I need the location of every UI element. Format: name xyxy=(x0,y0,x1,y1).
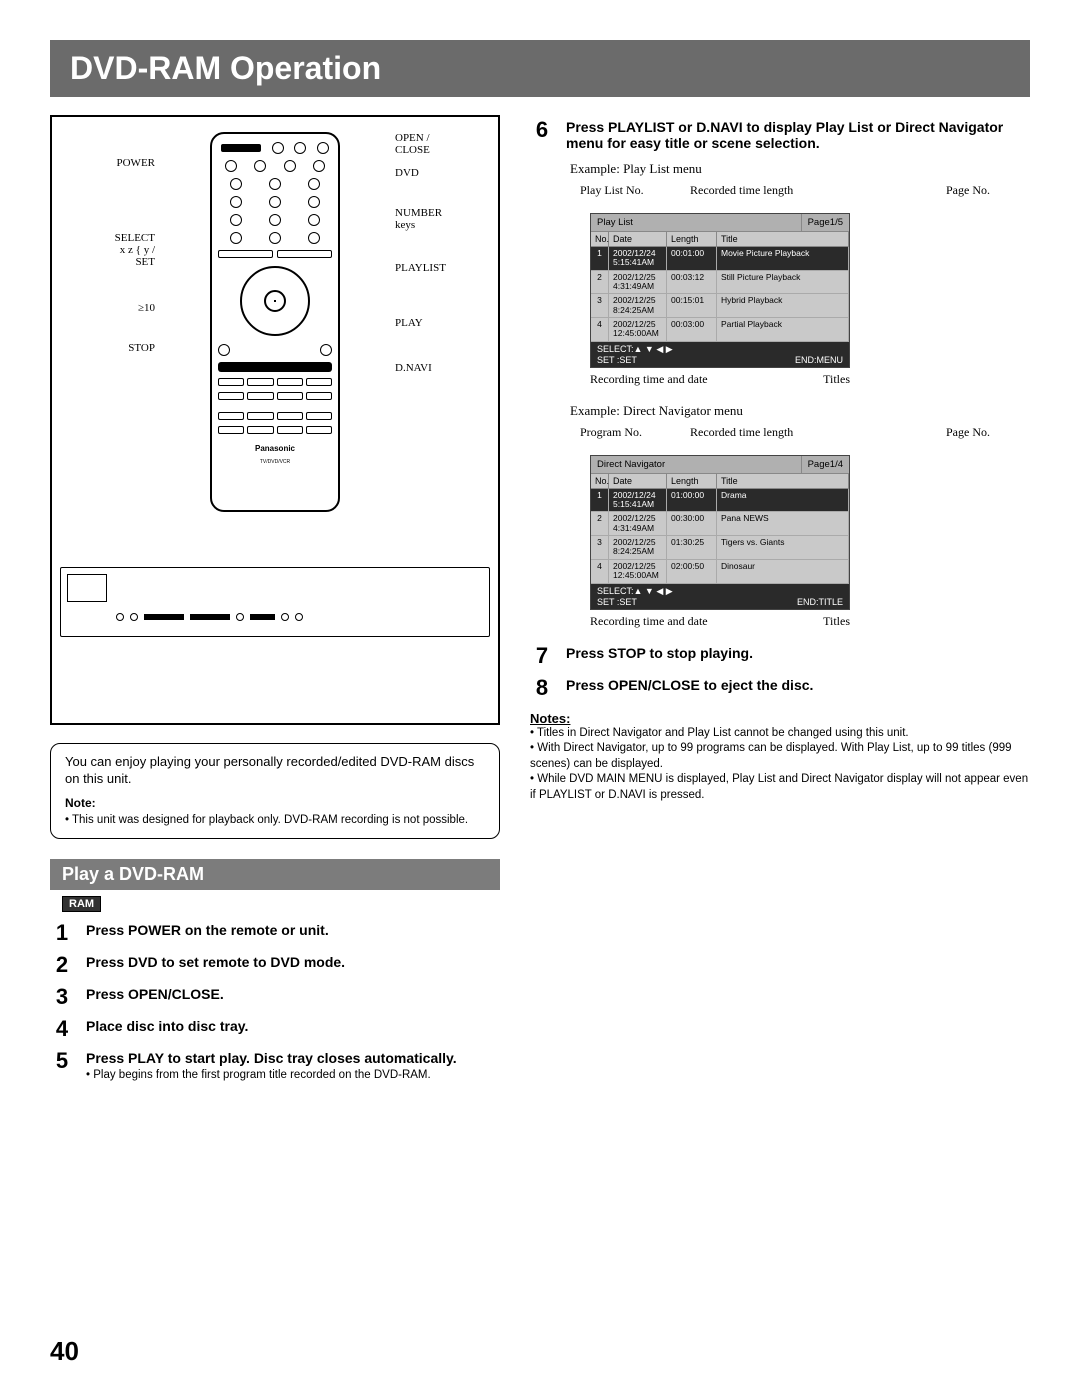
pl-label-page: Page No. xyxy=(946,183,990,198)
osd-row: 32002/12/258:24:25AM01:30:25Tigers vs. G… xyxy=(591,536,849,560)
step-7: 7 Press STOP to stop playing. xyxy=(530,645,1030,667)
step-body: Press DVD to set remote to DVD mode. xyxy=(86,954,500,976)
callout-playlist: PLAYLIST xyxy=(395,262,485,274)
info-box: You can enjoy playing your personally re… xyxy=(50,743,500,839)
step-number: 4 xyxy=(50,1018,74,1040)
callout-number: NUMBERkeys xyxy=(395,207,485,231)
step-text: Press DVD to set remote to DVD mode. xyxy=(86,954,345,970)
page-title: DVD-RAM Operation xyxy=(50,40,1030,97)
osd-header-right: Page1/4 xyxy=(802,456,849,473)
nav-label-page: Page No. xyxy=(946,425,990,440)
osd-row: 32002/12/258:24:25AM00:15:01Hybrid Playb… xyxy=(591,294,849,318)
osd-col-title: Title xyxy=(717,474,849,488)
step-text: Place disc into disc tray. xyxy=(86,1018,248,1034)
callout-power: POWER xyxy=(65,157,155,169)
step-body: Press OPEN/CLOSE to eject the disc. xyxy=(566,677,1030,699)
device-body xyxy=(60,567,490,637)
pl-label-no: Play List No. xyxy=(580,183,644,198)
osd-row: 22002/12/254:31:49AM00:30:00Pana NEWS xyxy=(591,512,849,536)
step-3: 3 Press OPEN/CLOSE. xyxy=(50,986,500,1008)
ram-tag: RAM xyxy=(62,896,101,912)
note-item: Titles in Direct Navigator and Play List… xyxy=(530,726,1030,742)
osd-row: 12002/12/245:15:41AM01:00:00Drama xyxy=(591,489,849,513)
osd-header-left: Direct Navigator xyxy=(591,456,802,473)
osd-row: 12002/12/245:15:41AM00:01:00Movie Pictur… xyxy=(591,247,849,271)
section-title: Play a DVD-RAM xyxy=(50,859,500,890)
step-body: Place disc into disc tray. xyxy=(86,1018,500,1040)
nav-below-left: Recording time and date xyxy=(590,614,708,629)
nav-label-no: Program No. xyxy=(580,425,642,440)
osd-row: 22002/12/254:31:49AM00:03:12Still Pictur… xyxy=(591,271,849,295)
step-text: Press STOP to stop playing. xyxy=(566,645,753,661)
step-text: Press OPEN/CLOSE. xyxy=(86,986,224,1002)
remote-figure: POWER SELECTx z { y /SET ≥10 STOP OPEN /CLO… xyxy=(50,115,500,725)
osd-col-title: Title xyxy=(717,232,849,246)
osd-col-length: Length xyxy=(667,232,717,246)
info-note-item: This unit was designed for playback only… xyxy=(65,813,485,828)
osd-row: 42002/12/2512:45:00AM02:00:50Dinosaur xyxy=(591,560,849,584)
step-number: 7 xyxy=(530,645,554,667)
pl-below-left: Recording time and date xyxy=(590,372,708,387)
osd-footer: SELECT:▲ ▼ ◀ ▶SET :SETEND:TITLE xyxy=(591,584,849,609)
step-subtext: Play begins from the first program title… xyxy=(86,1069,500,1081)
info-note-head: Note: xyxy=(65,796,485,812)
nav-caption: Example: Direct Navigator menu xyxy=(570,403,1030,419)
notes-head: Notes: xyxy=(530,711,1030,726)
step-8: 8 Press OPEN/CLOSE to eject the disc. xyxy=(530,677,1030,699)
note-item: While DVD MAIN MENU is displayed, Play L… xyxy=(530,772,1030,803)
step-4: 4 Place disc into disc tray. xyxy=(50,1018,500,1040)
nav-below-right: Titles xyxy=(823,614,850,629)
osd-col-date: Date xyxy=(609,474,667,488)
remote-body: Panasonic TV/DVD/VCR xyxy=(210,132,340,512)
callout-≥10: ≥10 xyxy=(65,302,155,314)
navigator-osd: Direct NavigatorPage1/4 No.DateLengthTitl… xyxy=(590,455,850,610)
step-number: 2 xyxy=(50,954,74,976)
step-text: Press PLAYLIST or D.NAVI to display Play… xyxy=(566,119,1003,151)
step-body: Press POWER on the remote or unit. xyxy=(86,922,500,944)
step-body: Press OPEN/CLOSE. xyxy=(86,986,500,1008)
step-5: 5 Press PLAY to start play. Disc tray clo… xyxy=(50,1050,500,1081)
step-body: Press PLAY to start play. Disc tray clos… xyxy=(86,1050,500,1081)
step-1: 1 Press POWER on the remote or unit. xyxy=(50,922,500,944)
step-6: 6 Press PLAYLIST or D.NAVI to display Pla… xyxy=(530,119,1030,151)
remote-brand: Panasonic xyxy=(218,444,332,453)
callout-play: PLAY xyxy=(395,317,485,329)
nav-label-len: Recorded time length xyxy=(690,425,793,440)
osd-col-no: No. xyxy=(591,232,609,246)
playlist-osd: Play ListPage1/5 No.DateLengthTitle12002/… xyxy=(590,213,850,368)
step-number: 1 xyxy=(50,922,74,944)
step-number: 5 xyxy=(50,1050,74,1081)
pl-below-right: Titles xyxy=(823,372,850,387)
callout-open /: OPEN /CLOSE xyxy=(395,132,485,156)
osd-row: 42002/12/2512:45:00AM00:03:00Partial Pla… xyxy=(591,318,849,342)
step-text: Press POWER on the remote or unit. xyxy=(86,922,329,938)
step-body: Press PLAYLIST or D.NAVI to display Play… xyxy=(566,119,1030,151)
page-number: 40 xyxy=(50,1336,79,1367)
osd-header-left: Play List xyxy=(591,214,802,231)
remote-sublabel: TV/DVD/VCR xyxy=(218,459,332,465)
pl-label-len: Recorded time length xyxy=(690,183,793,198)
osd-header-right: Page1/5 xyxy=(802,214,849,231)
osd-col-no: No. xyxy=(591,474,609,488)
step-number: 8 xyxy=(530,677,554,699)
step-2: 2 Press DVD to set remote to DVD mode. xyxy=(50,954,500,976)
callout-stop: STOP xyxy=(65,342,155,354)
callout-d.navi: D.NAVI xyxy=(395,362,485,374)
osd-col-length: Length xyxy=(667,474,717,488)
note-item: With Direct Navigator, up to 99 programs… xyxy=(530,741,1030,772)
step-number: 3 xyxy=(50,986,74,1008)
step-text: Press PLAY to start play. Disc tray clos… xyxy=(86,1050,457,1066)
step-body: Press STOP to stop playing. xyxy=(566,645,1030,667)
info-text: You can enjoy playing your personally re… xyxy=(65,754,485,788)
step-text: Press OPEN/CLOSE to eject the disc. xyxy=(566,677,813,693)
osd-col-date: Date xyxy=(609,232,667,246)
callout-dvd: DVD xyxy=(395,167,485,179)
playlist-caption: Example: Play List menu xyxy=(570,161,1030,177)
osd-footer: SELECT:▲ ▼ ◀ ▶SET :SETEND:MENU xyxy=(591,342,849,367)
callout-select: SELECTx z { y /SET xyxy=(65,232,155,268)
step-number: 6 xyxy=(530,119,554,151)
